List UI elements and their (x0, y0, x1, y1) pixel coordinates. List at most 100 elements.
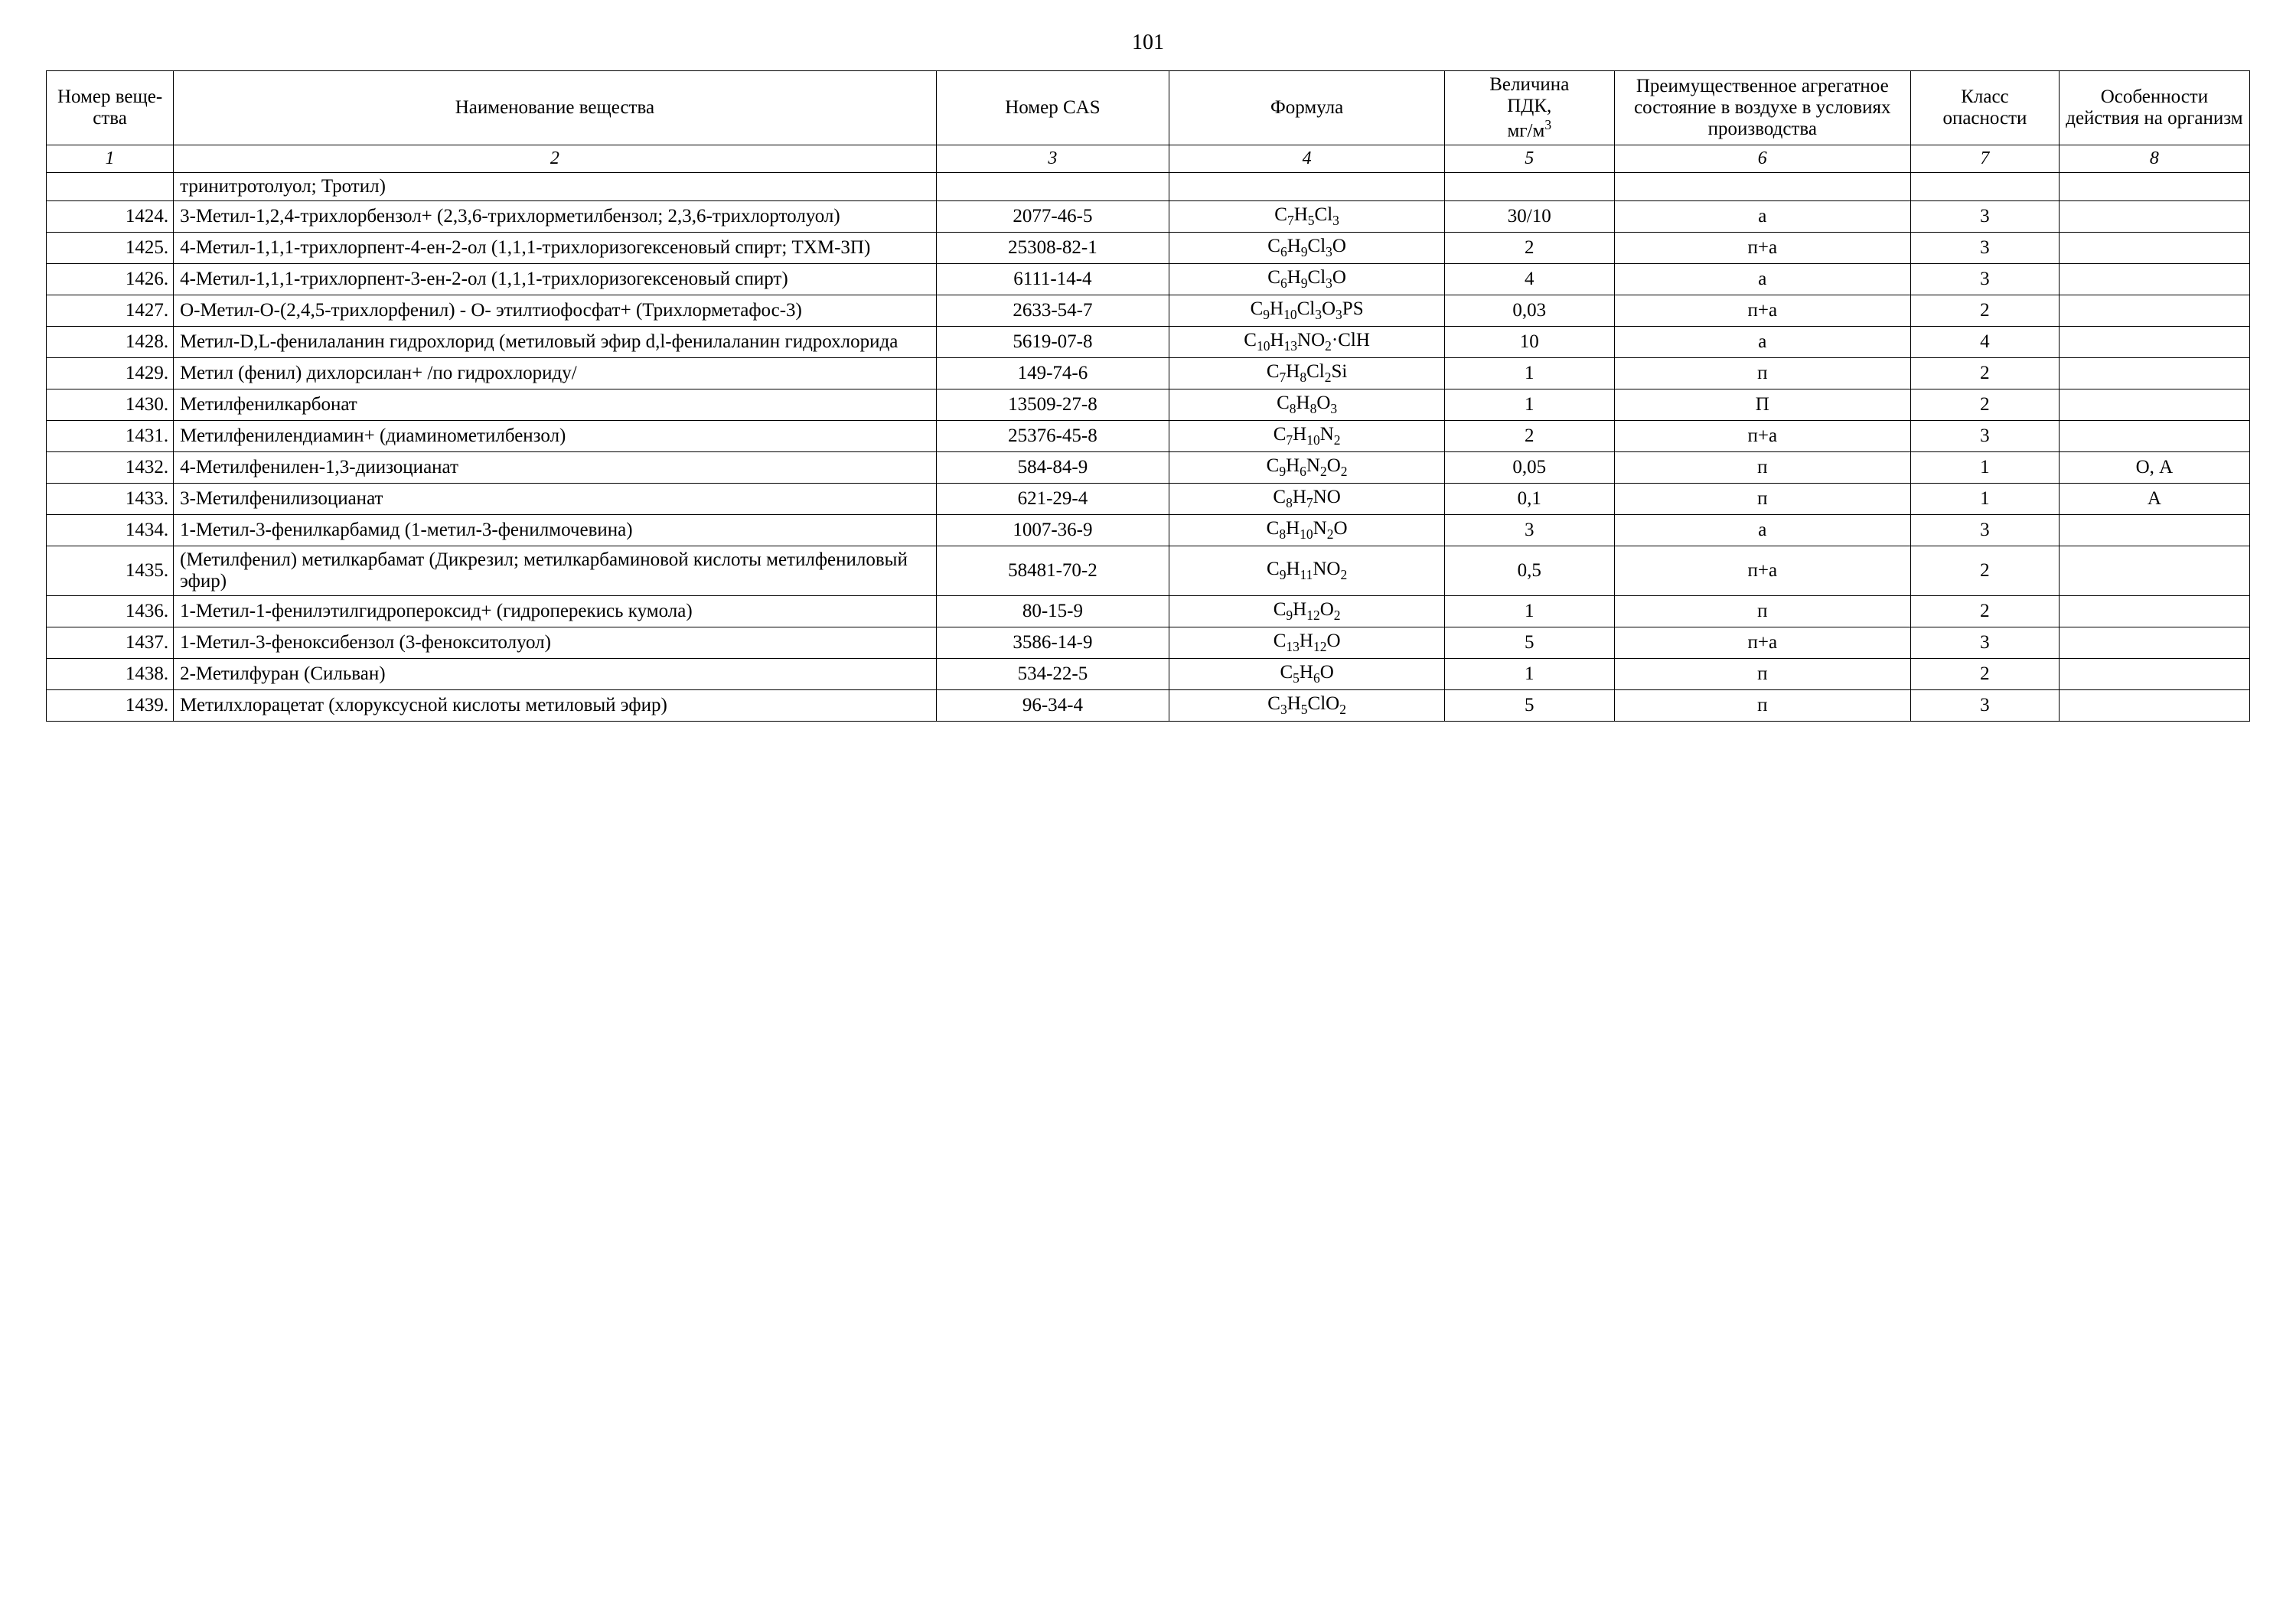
cell: C9H6N2O2 (1169, 452, 1445, 484)
cell: 2 (1445, 421, 1614, 452)
cell: 1 (1445, 659, 1614, 690)
cell: 1-Метил-1-фенилэтилгидропероксид+ (гидро… (174, 596, 937, 627)
cell: 1 (1445, 358, 1614, 389)
cell: 4 (1911, 327, 2060, 358)
cell: 3-Метилфенилизоцианат (174, 484, 937, 515)
table-row: 1427.О-Метил-О-(2,4,5-трихлорфенил) - О-… (47, 295, 2250, 327)
cell: Метил-D,L-фенилаланин гидрохлорид (метил… (174, 327, 937, 358)
cell: 1424. (47, 201, 174, 233)
cell: C8H7NO (1169, 484, 1445, 515)
cell: 584-84-9 (936, 452, 1169, 484)
table-row: 1430.Метилфенилкарбонат13509-27-8C8H8O31… (47, 389, 2250, 421)
cell (1169, 173, 1445, 201)
cell: А (2059, 484, 2249, 515)
cell: 0,03 (1445, 295, 1614, 327)
header-col7: Класс опасности (1911, 71, 2060, 145)
cell: C6H9Cl3O (1169, 233, 1445, 264)
cell: 4-Метил-1,1,1-трихлорпент-4-ен-2-ол (1,1… (174, 233, 937, 264)
table-row: 1424.3-Метил-1,2,4-трихлорбензол+ (2,3,6… (47, 201, 2250, 233)
header-col6: Преимущественное агрегатное состояние в … (1614, 71, 1911, 145)
table-colnum-row: 1 2 3 4 5 6 7 8 (47, 145, 2250, 173)
cell: 3-Метил-1,2,4-трихлорбензол+ (2,3,6-трих… (174, 201, 937, 233)
cell: C9H10Cl3O3PS (1169, 295, 1445, 327)
cell: 1007-36-9 (936, 515, 1169, 546)
cell: 58481-70-2 (936, 546, 1169, 596)
cell: п (1614, 358, 1911, 389)
cell: 5 (1445, 690, 1614, 722)
cell (2059, 233, 2249, 264)
table-row: 1425.4-Метил-1,1,1-трихлорпент-4-ен-2-ол… (47, 233, 2250, 264)
colnum: 4 (1169, 145, 1445, 173)
cell: 1-Метил-3-феноксибензол (3-фенокситолуол… (174, 627, 937, 659)
cell (2059, 515, 2249, 546)
cell: 621-29-4 (936, 484, 1169, 515)
table-row: 1436.1-Метил-1-фенилэтилгидропероксид+ (… (47, 596, 2250, 627)
cell: п (1614, 659, 1911, 690)
cell: 1 (1445, 596, 1614, 627)
cell: C7H5Cl3 (1169, 201, 1445, 233)
table-row: 1426.4-Метил-1,1,1-трихлорпент-3-ен-2-ол… (47, 264, 2250, 295)
header-col5: Величина ПДК, мг/м3 (1445, 71, 1614, 145)
cell: 1425. (47, 233, 174, 264)
cell: 1432. (47, 452, 174, 484)
colnum: 8 (2059, 145, 2249, 173)
cell: 1 (1911, 452, 2060, 484)
cell (2059, 358, 2249, 389)
colnum: 3 (936, 145, 1169, 173)
cell: 1427. (47, 295, 174, 327)
table-row: 1432.4-Метилфенилен-1,3-диизоцианат584-8… (47, 452, 2250, 484)
cell: п+а (1614, 233, 1911, 264)
cell: а (1614, 515, 1911, 546)
cell: 3 (1911, 627, 2060, 659)
cell: 1426. (47, 264, 174, 295)
cell: 0,1 (1445, 484, 1614, 515)
cell: 1436. (47, 596, 174, 627)
cell: 2-Метилфуран (Сильван) (174, 659, 937, 690)
colnum: 5 (1445, 145, 1614, 173)
cell: 2 (1911, 358, 2060, 389)
cell: п (1614, 484, 1911, 515)
cell: 4-Метилфенилен-1,3-диизоцианат (174, 452, 937, 484)
cell: 5 (1445, 627, 1614, 659)
colnum: 6 (1614, 145, 1911, 173)
cell: 2 (1911, 546, 2060, 596)
table-row: 1431.Метилфенилендиамин+ (диаминометилбе… (47, 421, 2250, 452)
cell: 3 (1445, 515, 1614, 546)
cell: 30/10 (1445, 201, 1614, 233)
cell: 1428. (47, 327, 174, 358)
cell: п+а (1614, 546, 1911, 596)
cell: 0,5 (1445, 546, 1614, 596)
header-col1: Номер веще­ства (47, 71, 174, 145)
cell: 5619-07-8 (936, 327, 1169, 358)
cell: О-Метил-О-(2,4,5-трихлорфенил) - О- этил… (174, 295, 937, 327)
cell: п (1614, 596, 1911, 627)
cell: 1429. (47, 358, 174, 389)
cell: 13509-27-8 (936, 389, 1169, 421)
cell: П (1614, 389, 1911, 421)
cell: 10 (1445, 327, 1614, 358)
cell: 2077-46-5 (936, 201, 1169, 233)
cell (2059, 389, 2249, 421)
cell: п+а (1614, 627, 1911, 659)
cell: 80-15-9 (936, 596, 1169, 627)
cell: 1 (1911, 484, 2060, 515)
cell: 3586-14-9 (936, 627, 1169, 659)
cell: C7H8Cl2Si (1169, 358, 1445, 389)
header-col3: Номер CAS (936, 71, 1169, 145)
table-row: 1439.Метилхлорацетат (хлоруксусной кисло… (47, 690, 2250, 722)
cell: C7H10N2 (1169, 421, 1445, 452)
table-row: 1434.1-Метил-3-фенилкарбамид (1-метил-3-… (47, 515, 2250, 546)
cell: тринитротолуол; Тротил) (174, 173, 937, 201)
cell: C5H6O (1169, 659, 1445, 690)
cell: Метилхлорацетат (хлоруксусной кислоты ме… (174, 690, 937, 722)
cell: 4 (1445, 264, 1614, 295)
cell: 3 (1911, 201, 2060, 233)
colnum: 7 (1911, 145, 2060, 173)
header-col8: Особенности действия на организм (2059, 71, 2249, 145)
cell: C13H12O (1169, 627, 1445, 659)
cell: C8H10N2O (1169, 515, 1445, 546)
cell (2059, 201, 2249, 233)
cell: п (1614, 690, 1911, 722)
cell: C10H13NO2·ClH (1169, 327, 1445, 358)
cell: C3H5ClO2 (1169, 690, 1445, 722)
